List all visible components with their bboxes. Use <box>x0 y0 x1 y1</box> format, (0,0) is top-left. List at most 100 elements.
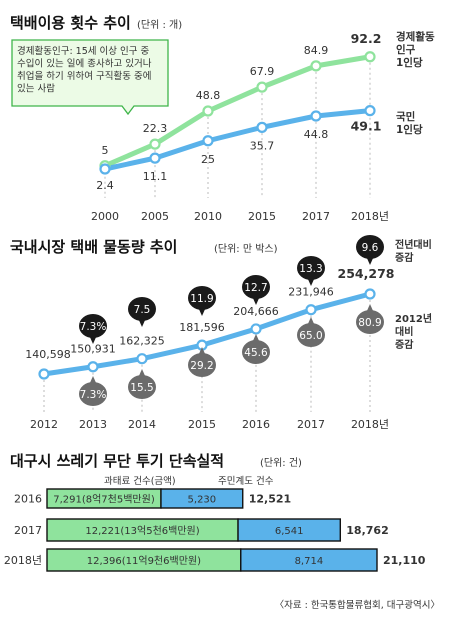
chart2-unit: (단위: 만 박스) <box>214 242 278 255</box>
chart3-label-fine: 7,291(8억7천5백만원) <box>53 494 155 506</box>
chart2-value-label: 162,325 <box>119 335 165 348</box>
chart2-vs2012-bubble: 29.2 <box>188 347 216 377</box>
chart3-total-label: 12,521 <box>249 493 291 506</box>
chart2-point <box>364 288 376 300</box>
chart3-bar-guidance <box>240 548 378 572</box>
chart2-yoy-bubble-text: 13.3 <box>299 263 322 275</box>
chart3-label-guidance: 5,230 <box>188 495 217 506</box>
chart2-value-label: 231,946 <box>288 286 334 299</box>
chart2-yoy-bubble: 7.5 <box>128 297 156 327</box>
chart2-vs2012-legend: 2012년 대비 증감 <box>395 312 432 351</box>
chart1-point-citizen <box>99 163 111 175</box>
chart2-x-tick: 2013 <box>79 418 107 431</box>
chart1-point-citizen <box>364 105 376 117</box>
chart2-yoy-bubble: 12.7 <box>242 275 270 305</box>
chart3-label-fine: 12,396(11억9천6백만원) <box>87 555 201 567</box>
chart1-point-economic <box>310 60 322 72</box>
chart1-label-economic: 92.2 <box>351 31 382 46</box>
chart2-vs2012-bubble: 15.5 <box>128 369 156 399</box>
chart1-point-economic <box>364 51 376 63</box>
chart1-label-economic: 67.9 <box>250 65 275 78</box>
chart1-points <box>99 51 376 175</box>
definition-note-box <box>11 39 169 116</box>
chart1-legend-economic: 경제활동 인구 1인당 <box>396 30 435 69</box>
chart2-point <box>305 304 317 316</box>
chart3-title: 대구시 쓰레기 무단 투기 단속실적 <box>10 452 224 470</box>
chart2-vs2012-bubbles: 7.3% 15.5 29.2 45.6 65.0 80.9 <box>79 304 384 406</box>
chart1-label-citizen: 25 <box>201 153 215 166</box>
chart2-yoy-bubbles: 7.3% 7.5 11.9 12.7 13.3 9.6 <box>79 235 384 344</box>
chart2-yoy-bubble-text: 9.6 <box>362 242 379 254</box>
chart1-title: 택배이용 횟수 추이 <box>10 14 131 32</box>
chart1-label-citizen: 2.4 <box>96 179 114 192</box>
chart2-vs2012-bubble-text: 15.5 <box>130 382 153 394</box>
chart1-point-citizen <box>202 135 214 147</box>
chart2-point <box>87 361 99 373</box>
chart2-vs2012-bubble: 45.6 <box>242 334 270 364</box>
chart2-value-label: 254,278 <box>338 266 395 281</box>
chart3-category-label: 2017 <box>14 524 42 537</box>
chart3-total-label: 21,110 <box>383 554 426 567</box>
definition-note: 경제활동인구: 15세 이상 인구 중 수입이 있는 일에 종사하고 있거나 취업을… <box>11 39 169 116</box>
chart2-value-label: 181,596 <box>179 321 225 334</box>
chart3-category-label: 2018년 <box>4 554 42 567</box>
chart2-value-label: 140,598 <box>25 348 71 361</box>
chart1-legend-citizen: 국민 1인당 <box>396 110 423 136</box>
chart3-label-guidance: 6,541 <box>275 526 304 537</box>
chart2-x-tick: 2015 <box>188 418 216 431</box>
chart2-vs2012-bubble-text: 7.3% <box>80 389 107 401</box>
chart1-series-economic-line <box>102 54 373 169</box>
chart2-x-tick: 2018년 <box>351 418 389 431</box>
chart2-vs2012-bubble-text: 29.2 <box>190 360 213 372</box>
chart1-x-tick: 2005 <box>141 210 169 223</box>
chart1-label-citizen: 44.8 <box>304 128 329 141</box>
chart1-x-tick: 2000 <box>91 210 119 223</box>
chart2-yoy-bubble-text: 7.5 <box>134 304 151 316</box>
chart1-value-labels: 5 22.3 48.8 67.9 84.9 92.2 2.4 11.1 25 35.7 44.8 49… <box>96 31 381 192</box>
chart3-label-guidance: 8,714 <box>295 556 324 567</box>
chart1-label-citizen: 35.7 <box>250 139 275 152</box>
chart2-yoy-bubble: 9.6 <box>356 235 384 265</box>
chart1-guides <box>104 62 371 198</box>
chart3-row: 2017 12,221(13억5천6백만원) 6,541 18,762 <box>14 518 389 542</box>
source-note: 〈자료 : 한국통합물류협회, 대구광역시〉 <box>275 599 440 611</box>
chart2-yoy-bubble-text: 12.7 <box>244 282 267 294</box>
chart1-x-tick: 2018년 <box>351 210 389 223</box>
chart2-point <box>250 323 262 335</box>
definition-note-text: 경제활동인구: 15세 이상 인구 중 수입이 있는 일에 종사하고 있거나 취업을… <box>17 45 152 95</box>
chart1-x-ticks: 2000 2005 2010 2015 2017 2018년 <box>91 210 389 223</box>
chart3-row: 2016 7,291(8억7천5백만원) 5,230 12,521 <box>14 488 291 509</box>
chart2-point <box>136 353 148 365</box>
chart3-unit: (단위: 건) <box>260 456 302 469</box>
chart2-x-tick: 2017 <box>297 418 325 431</box>
chart2-yoy-bubble-text: 11.9 <box>190 293 213 305</box>
chart3-category-label: 2016 <box>14 493 42 506</box>
chart2-vs2012-bubble-text: 45.6 <box>244 347 268 359</box>
chart3-label-fine: 12,221(13억5천6백만원) <box>85 525 199 537</box>
chart1-x-tick: 2010 <box>194 210 222 223</box>
chart3-legend-fine: 과태료 건수(금액) <box>104 475 176 487</box>
chart3-bars: 2016 7,291(8억7천5백만원) 5,230 12,521 2017 12,221… <box>4 488 426 572</box>
chart2-vs2012-bubble: 65.0 <box>297 317 325 347</box>
chart2-x-tick: 2014 <box>128 418 156 431</box>
chart1-unit: (단위 : 개) <box>137 18 182 31</box>
chart2-points <box>38 288 376 380</box>
chart1-point-citizen <box>310 110 322 122</box>
chart2-yoy-bubble-text: 7.3% <box>80 321 107 333</box>
chart1-point-citizen <box>149 152 161 164</box>
chart2-vs2012-bubble: 80.9 <box>356 304 384 334</box>
chart2-yoy-legend: 전년대비 증감 <box>395 238 432 264</box>
chart3-total-label: 18,762 <box>346 524 388 537</box>
chart1-label-citizen: 49.1 <box>351 119 382 134</box>
chart2-title: 국내시장 택배 물동량 추이 <box>10 238 177 256</box>
chart1-label-citizen: 11.1 <box>143 170 168 183</box>
chart1-x-tick: 2017 <box>302 210 330 223</box>
chart1-point-economic <box>256 81 268 93</box>
chart2-vs2012-bubble-text: 80.9 <box>358 317 381 329</box>
chart1-x-tick: 2015 <box>248 210 276 223</box>
chart1-point-citizen <box>256 121 268 133</box>
chart3-bar-guidance <box>160 488 244 509</box>
chart2-yoy-bubble: 13.3 <box>297 256 325 286</box>
chart1-label-economic: 22.3 <box>143 122 168 135</box>
